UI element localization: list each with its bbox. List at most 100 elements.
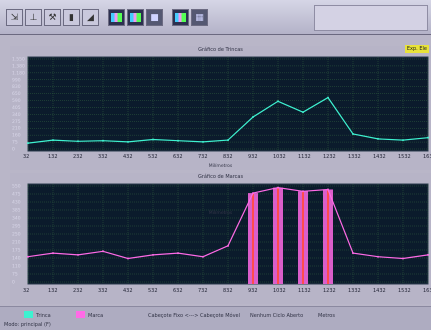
block-icon[interactable]: ▮ bbox=[63, 9, 80, 26]
head-mode-text: Cabeçote Fixo <---> Cabeçote Móvel bbox=[148, 313, 241, 319]
x-tick-label: 1532 bbox=[398, 154, 411, 159]
y-tick-label: 1.380 bbox=[12, 63, 25, 69]
x-tick-label: 1132 bbox=[298, 288, 311, 294]
pin-tool-icon[interactable]: ⊥ bbox=[25, 9, 42, 26]
data-point bbox=[352, 133, 354, 136]
y-tick-label: 75 bbox=[12, 140, 18, 146]
x-tick-label: 1132 bbox=[298, 154, 311, 159]
data-point bbox=[52, 139, 54, 142]
hammer-icon[interactable]: ⚒ bbox=[44, 9, 61, 26]
x-tick-label: 1232 bbox=[323, 154, 336, 159]
x-tick-label: 32 bbox=[23, 154, 29, 159]
y-tick-label: 110 bbox=[12, 264, 21, 270]
status-bar: Trinca Marca Cabeçote Fixo <---> Cabeçot… bbox=[0, 306, 431, 330]
y-tick-label: 250 bbox=[12, 232, 21, 238]
data-point bbox=[102, 250, 104, 253]
data-point bbox=[252, 116, 254, 119]
data-accent-bar bbox=[327, 189, 329, 284]
chart-thumbnail-1-icon[interactable] bbox=[108, 9, 125, 26]
y-tick-label: 0 bbox=[12, 147, 15, 153]
data-point bbox=[302, 111, 304, 114]
data-point bbox=[52, 252, 54, 255]
x-tick-label: 832 bbox=[223, 154, 233, 159]
data-point bbox=[302, 190, 304, 193]
y-tick-label: 405 bbox=[12, 105, 21, 111]
expand-badge[interactable]: Exp. Ele bbox=[404, 45, 429, 53]
y-tick-label: 1.550 bbox=[12, 57, 25, 63]
mark-legend-label: Marca bbox=[88, 313, 104, 319]
y-tick-label: 475 bbox=[12, 192, 21, 198]
y-tick-label: 430 bbox=[12, 200, 21, 206]
crack-chart-title: Gráfico de Trincas bbox=[198, 47, 243, 53]
x-tick-label: 432 bbox=[123, 154, 133, 159]
y-tick-label: 175 bbox=[12, 248, 21, 254]
y-tick-label: 275 bbox=[12, 119, 21, 125]
x-tick-label: 632 bbox=[173, 288, 183, 294]
data-point bbox=[77, 253, 79, 256]
cycle-status-text: Nenhum Ciclo Aberto bbox=[250, 313, 304, 319]
data-point bbox=[277, 186, 279, 189]
y-tick-label: 340 bbox=[12, 112, 21, 118]
data-point bbox=[377, 137, 379, 140]
data-point bbox=[152, 138, 154, 141]
data-point bbox=[227, 244, 229, 247]
x-tick-label: 1632 bbox=[423, 288, 431, 294]
y-tick-label: 75 bbox=[12, 272, 18, 278]
data-point bbox=[377, 255, 379, 258]
data-point bbox=[427, 253, 429, 256]
data-point bbox=[352, 252, 354, 255]
data-accent-bar bbox=[302, 191, 304, 284]
y-tick-label: 340 bbox=[12, 216, 21, 222]
eraser-icon[interactable]: ◢ bbox=[82, 9, 99, 26]
mark-chart-panel: Gráfico de Marcas 550 475 430 385 340 295 250 2… bbox=[10, 173, 431, 304]
y-tick-label: 590 bbox=[12, 98, 21, 104]
x-tick-label: 32 bbox=[23, 288, 29, 294]
x-tick-label: 632 bbox=[173, 154, 183, 159]
x-tick-label: 732 bbox=[198, 154, 208, 159]
y-tick-label: 0 bbox=[12, 280, 15, 286]
x-tick-label: 732 bbox=[198, 288, 208, 294]
x-tick-label: 1332 bbox=[348, 154, 361, 159]
y-tick-label: 830 bbox=[12, 84, 21, 90]
x-tick-label: 232 bbox=[73, 154, 83, 159]
color-grid-icon[interactable]: ▦ bbox=[191, 9, 208, 26]
data-point bbox=[27, 255, 29, 258]
x-tick-label: 1032 bbox=[273, 154, 286, 159]
y-tick-label: 140 bbox=[12, 256, 21, 262]
window-control-box[interactable] bbox=[314, 5, 428, 31]
crack-chart-x-axis-name: Milímetros bbox=[208, 164, 233, 169]
data-point bbox=[277, 100, 279, 103]
y-tick-label: 1.180 bbox=[12, 70, 25, 76]
crack-chart-plot: 1.5501.3801.1809908306505904053402752101… bbox=[10, 55, 431, 159]
arrow-icon[interactable]: ⇲ bbox=[6, 9, 23, 26]
x-tick-label: 1332 bbox=[348, 288, 361, 294]
unit-text: Metros bbox=[318, 313, 335, 319]
x-tick-label: 532 bbox=[148, 288, 158, 294]
mode-footer-text: Modo: principal (F) bbox=[4, 322, 51, 328]
image-thumbnail-icon[interactable] bbox=[172, 9, 189, 26]
chart-thumbnail-2-icon[interactable] bbox=[127, 9, 144, 26]
x-tick-label: 932 bbox=[248, 288, 258, 294]
y-tick-label: 385 bbox=[12, 208, 21, 214]
y-tick-label: 550 bbox=[12, 184, 21, 190]
data-point bbox=[252, 192, 254, 195]
y-tick-label: 160 bbox=[12, 133, 21, 139]
data-point bbox=[427, 136, 429, 139]
data-point bbox=[102, 139, 104, 142]
data-point bbox=[202, 255, 204, 258]
x-tick-label: 132 bbox=[48, 154, 58, 159]
x-tick-label: 332 bbox=[98, 154, 108, 159]
x-tick-label: 932 bbox=[248, 154, 258, 159]
x-tick-label: 432 bbox=[123, 288, 133, 294]
data-point bbox=[202, 140, 204, 143]
data-point bbox=[152, 253, 154, 256]
data-accent-bar bbox=[252, 193, 254, 284]
x-tick-label: 1632 bbox=[423, 154, 431, 159]
mark-chart-plot: 550 475 430 385 340 295 250 210 175 140 110 75 0 32 13… bbox=[10, 182, 431, 294]
mark-chart-title: Gráfico de Marcas bbox=[197, 174, 244, 180]
data-point bbox=[327, 188, 329, 191]
gray-square-icon[interactable]: ■ bbox=[146, 9, 163, 26]
x-tick-label: 1432 bbox=[373, 154, 386, 159]
mark-chart-x-axis-name: Milímetros bbox=[208, 211, 233, 216]
crack-legend-swatch bbox=[24, 311, 33, 318]
